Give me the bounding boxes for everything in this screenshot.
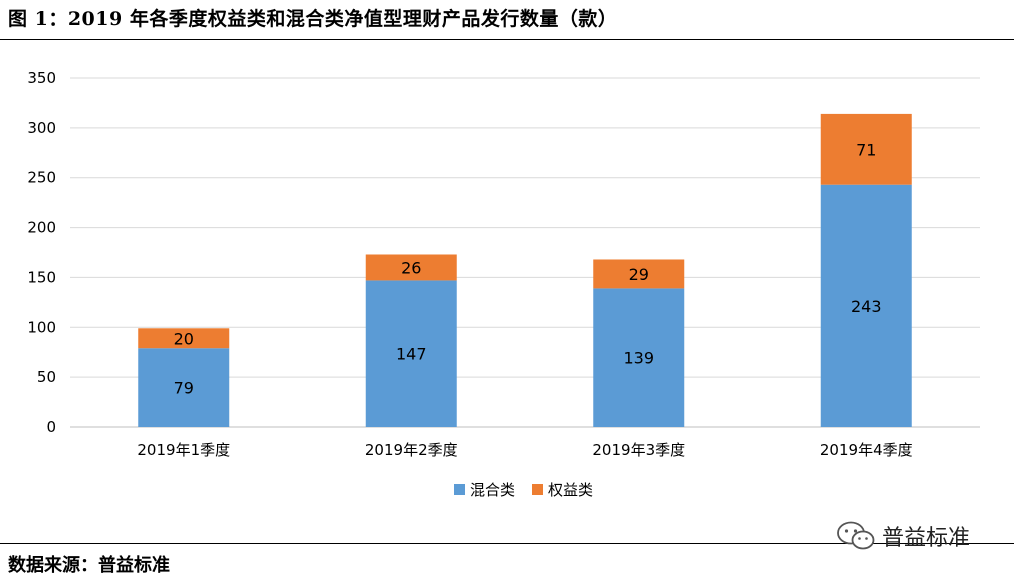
y-tick-label: 0 xyxy=(46,418,56,436)
legend-swatch xyxy=(454,484,465,495)
legend-label: 权益类 xyxy=(548,481,593,499)
bar-segment xyxy=(593,259,685,289)
bar-segment xyxy=(365,280,457,427)
bar-segment xyxy=(138,328,230,349)
watermark: 普益标准 xyxy=(836,520,970,552)
data-label: 20 xyxy=(174,329,194,348)
bar-segment xyxy=(593,288,685,427)
legend-swatch xyxy=(532,484,543,495)
y-tick-label: 350 xyxy=(27,69,56,87)
bar-segment xyxy=(820,184,912,427)
x-tick-label: 2019年1季度 xyxy=(137,441,230,459)
y-tick-label: 200 xyxy=(27,219,56,237)
data-label: 147 xyxy=(396,345,427,364)
y-tick-label: 50 xyxy=(37,368,56,386)
y-tick-label: 150 xyxy=(27,268,56,286)
figure-title: 图 1：2019 年各季度权益类和混合类净值型理财产品发行数量（款） xyxy=(8,8,618,30)
x-tick-label: 2019年3季度 xyxy=(592,441,685,459)
stacked-bar-chart: 0 50 100 150 200 250 300 350 79 20 2019年1季度 147 26 20… xyxy=(27,69,980,499)
bar-segment xyxy=(365,254,457,281)
data-label: 243 xyxy=(851,297,882,316)
wechat-icon xyxy=(837,521,875,550)
data-label: 79 xyxy=(174,379,194,398)
data-label: 29 xyxy=(629,265,649,284)
data-label: 26 xyxy=(401,258,421,277)
y-tick-label: 250 xyxy=(27,169,56,187)
y-tick-label: 100 xyxy=(27,318,56,336)
data-label: 71 xyxy=(856,140,876,159)
x-tick-label: 2019年2季度 xyxy=(365,441,458,459)
bar-segment xyxy=(820,113,912,185)
source-rule xyxy=(0,543,1014,544)
legend-label: 混合类 xyxy=(470,481,515,499)
data-label: 139 xyxy=(623,349,654,368)
source-note: 数据来源：普益标准 xyxy=(8,555,170,576)
title-rule xyxy=(0,39,1014,40)
watermark-text: 普益标准 xyxy=(882,526,971,551)
y-tick-label: 300 xyxy=(27,119,56,137)
bar-segment xyxy=(138,348,230,427)
x-tick-label: 2019年4季度 xyxy=(820,441,913,459)
